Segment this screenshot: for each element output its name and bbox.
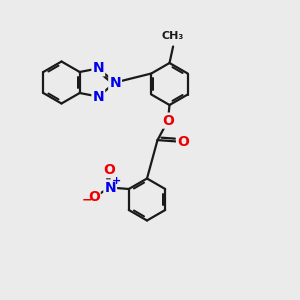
- Text: −: −: [82, 193, 92, 206]
- Text: +: +: [112, 176, 122, 186]
- Text: N: N: [104, 181, 116, 194]
- Text: O: O: [103, 163, 115, 177]
- Text: O: O: [177, 135, 189, 148]
- Text: N: N: [92, 90, 104, 104]
- Text: O: O: [162, 114, 174, 128]
- Text: O: O: [88, 190, 100, 204]
- Text: N: N: [109, 76, 121, 89]
- Text: CH₃: CH₃: [162, 31, 184, 41]
- Text: N: N: [92, 61, 104, 75]
